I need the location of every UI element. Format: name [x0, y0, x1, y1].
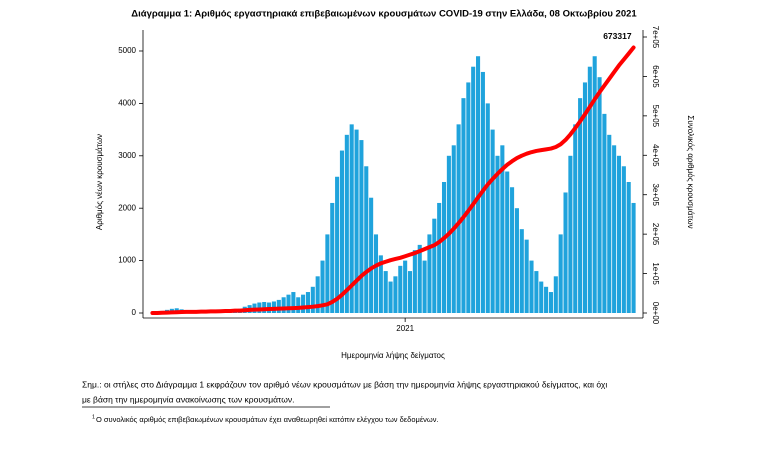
- y2-tick-label: 7e+05: [651, 26, 660, 49]
- bar: [422, 260, 427, 313]
- bar: [524, 239, 529, 313]
- bar: [529, 260, 534, 313]
- y-axis-label: Αριθμός νέων κρουσμάτων: [95, 134, 104, 230]
- bar: [597, 77, 602, 313]
- bar: [582, 82, 588, 313]
- bar: [563, 192, 568, 313]
- x-tick-label: 2021: [396, 324, 414, 333]
- bar: [296, 297, 301, 313]
- bar: [548, 292, 553, 313]
- bar: [553, 276, 558, 313]
- bar: [412, 250, 417, 313]
- bar: [514, 208, 519, 313]
- bar: [510, 187, 515, 313]
- bar: [534, 271, 539, 313]
- bar: [626, 181, 631, 313]
- bar: [301, 294, 306, 313]
- bar: [441, 181, 447, 313]
- bar: [398, 265, 403, 313]
- bar: [485, 103, 490, 314]
- bar: [456, 124, 461, 313]
- bar: [612, 145, 617, 313]
- bar: [364, 166, 369, 313]
- bar: [568, 155, 573, 313]
- y2-tick-label: 1e+05: [651, 262, 660, 285]
- cumulative-line: [150, 45, 636, 315]
- note-line: Σημ.: οι στήλες στο Διάγραμμα 1 εκφράζου…: [82, 379, 607, 389]
- bar: [320, 260, 325, 313]
- bar: [495, 155, 500, 313]
- bar: [417, 244, 422, 313]
- bar: [539, 281, 544, 313]
- bar: [578, 98, 583, 314]
- bar: [276, 299, 281, 313]
- bar: [427, 234, 432, 313]
- y2-tick-label: 2e+05: [651, 223, 660, 246]
- bar: [291, 292, 296, 313]
- bar: [349, 124, 354, 313]
- bar: [335, 176, 340, 313]
- bar: [607, 134, 612, 313]
- y-tick-label: 0: [132, 308, 137, 317]
- bar: [354, 129, 359, 313]
- bar: [602, 113, 607, 314]
- bar: [432, 218, 437, 313]
- bar: [587, 66, 592, 313]
- bar: [505, 171, 510, 313]
- bar: [281, 297, 286, 313]
- bar: [476, 56, 481, 313]
- bar: [592, 56, 597, 313]
- bar: [310, 286, 315, 313]
- bar: [544, 286, 549, 313]
- bar: [383, 271, 388, 313]
- bar: [519, 229, 524, 313]
- bar: [631, 202, 636, 313]
- bar: [388, 281, 393, 313]
- line-value-label: 673317: [603, 31, 632, 41]
- y-tick-label: 1000: [118, 256, 136, 265]
- bar: [359, 140, 364, 313]
- bar: [315, 276, 320, 313]
- bar: [325, 234, 330, 313]
- bar: [403, 260, 408, 313]
- bar: [490, 129, 495, 313]
- y-tick-label: 4000: [118, 99, 136, 108]
- bar: [378, 255, 383, 313]
- bar: [500, 145, 505, 313]
- x-axis-label: Ημερομηνία λήψης δείγματος: [341, 351, 445, 360]
- y-tick-label: 5000: [118, 46, 136, 55]
- chart-title: Διάγραμμα 1: Αριθμός εργαστηριακά επιβεβ…: [131, 9, 637, 20]
- bar: [407, 271, 413, 313]
- y-tick-label: 2000: [118, 203, 136, 212]
- bar: [461, 98, 466, 314]
- y-tick-label: 3000: [118, 151, 136, 160]
- y2-tick-label: 4e+05: [651, 144, 660, 167]
- y2-axis-label: Συνολικός αριθμός κρουσμάτων: [686, 115, 695, 228]
- bar: [286, 294, 291, 313]
- bar: [305, 292, 310, 313]
- bar: [369, 197, 374, 313]
- bar: [373, 234, 379, 313]
- y2-tick-label: 0e+00: [651, 302, 660, 325]
- bar: [344, 134, 349, 313]
- bar: [393, 276, 398, 313]
- y2-tick-label: 3e+05: [651, 183, 660, 206]
- bar: [437, 202, 442, 313]
- bar: [573, 124, 578, 313]
- y2-tick-label: 6e+05: [651, 65, 660, 88]
- bar: [471, 66, 476, 313]
- bar: [466, 82, 471, 313]
- bar: [330, 202, 335, 313]
- note-line: με βάση την ημερομηνία ανακοίνωσης των κ…: [82, 394, 295, 404]
- footnote: Ο συνολικός αριθμός επιβεβαιωμένων κρουσ…: [96, 415, 439, 424]
- bar: [621, 166, 626, 313]
- y2-tick-label: 5e+05: [651, 105, 660, 128]
- bar: [616, 155, 622, 313]
- bar: [558, 234, 563, 313]
- footnote-mark: 1: [92, 414, 95, 420]
- bar: [339, 150, 345, 313]
